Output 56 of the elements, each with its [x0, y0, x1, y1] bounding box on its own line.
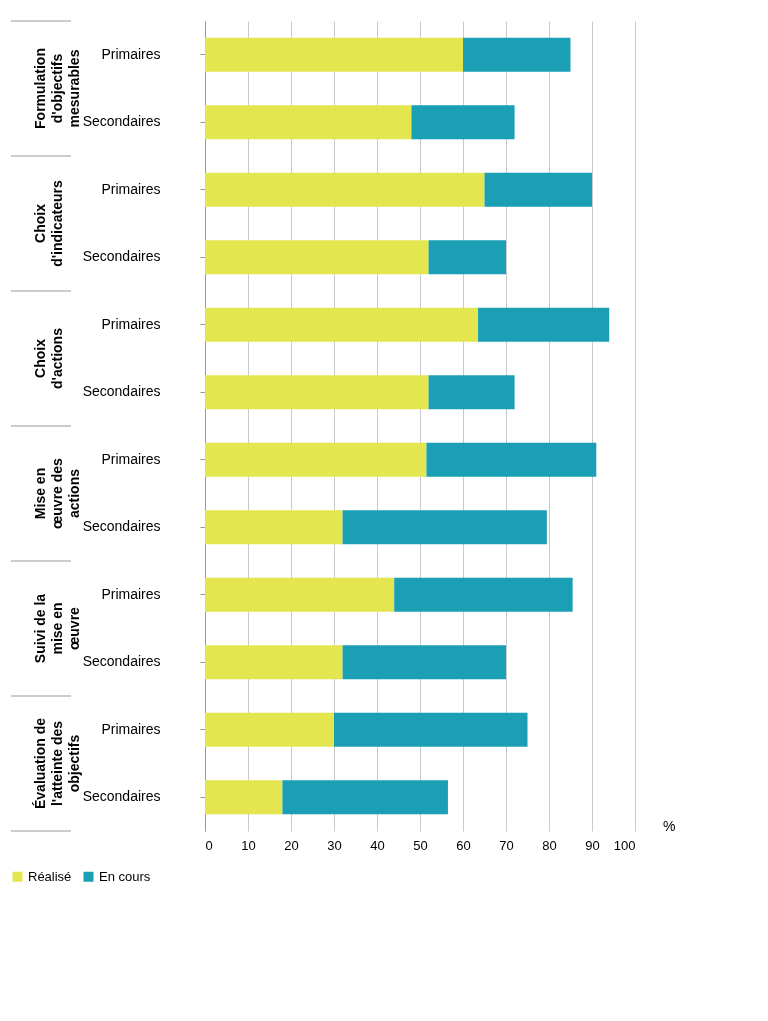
bar: [484, 172, 592, 207]
bar: [205, 240, 429, 275]
x-tick-label: 50: [413, 837, 428, 853]
y-tick-label: Primaires: [101, 720, 161, 737]
bar: [205, 307, 479, 342]
text: Choix d'actions: [32, 327, 65, 389]
x-axis-title: %: [663, 817, 676, 834]
y-tick-label: Secondaires: [82, 248, 161, 265]
bar: [205, 105, 412, 140]
bar: [205, 172, 485, 207]
text: Mise en œuvre des actions: [32, 457, 82, 529]
x-tick-label: 20: [284, 837, 299, 853]
text: Suivi de la mise en œuvre: [32, 593, 82, 664]
y-tick-label: Primaires: [101, 450, 161, 467]
x-tick-label: 10: [241, 837, 256, 853]
bar: [205, 510, 343, 545]
bar: [342, 510, 547, 545]
bar: [428, 240, 506, 275]
legend-label: Réalisé: [28, 868, 72, 884]
bar: [205, 577, 395, 612]
bar: [282, 780, 448, 815]
x-tick-label: 30: [327, 837, 342, 853]
bar: [205, 645, 343, 680]
bar: [205, 712, 334, 747]
bar: [205, 37, 463, 72]
text: Formulation d'objectifs mesurables: [32, 48, 82, 129]
y-tick-label: Secondaires: [82, 653, 161, 670]
bar: [463, 37, 571, 72]
y-tick-label: Primaires: [101, 315, 161, 332]
bar: [205, 442, 427, 477]
x-tick-label: 80: [542, 837, 557, 853]
bar: [411, 105, 515, 140]
y-tick-label: Primaires: [101, 180, 161, 197]
x-tick-label: 0: [205, 837, 213, 853]
text: Choix d'indicateurs: [32, 180, 65, 267]
x-tick-label: 70: [499, 837, 514, 853]
y-tick-label: Secondaires: [82, 113, 161, 130]
x-tick-label: 40: [370, 837, 385, 853]
y-tick-label: Primaires: [101, 585, 161, 602]
bar: [394, 577, 573, 612]
bar: [478, 307, 610, 342]
text: Évaluation de l'atteinte des objectifs: [32, 717, 82, 810]
y-tick-label: Secondaires: [82, 383, 161, 400]
legend-label: En cours: [99, 868, 151, 884]
y-tick-label: Secondaires: [82, 788, 161, 805]
x-tick-label: 90: [585, 837, 600, 853]
x-tick-label: 60: [456, 837, 471, 853]
bar: [426, 442, 597, 477]
y-tick-label: Primaires: [101, 45, 161, 62]
bar: [334, 712, 528, 747]
bar: [205, 780, 283, 815]
bar: [342, 645, 506, 680]
y-tick-label: Secondaires: [82, 518, 161, 535]
bar: [428, 375, 515, 410]
bar: [205, 375, 429, 410]
x-tick-label: 100: [613, 837, 636, 853]
